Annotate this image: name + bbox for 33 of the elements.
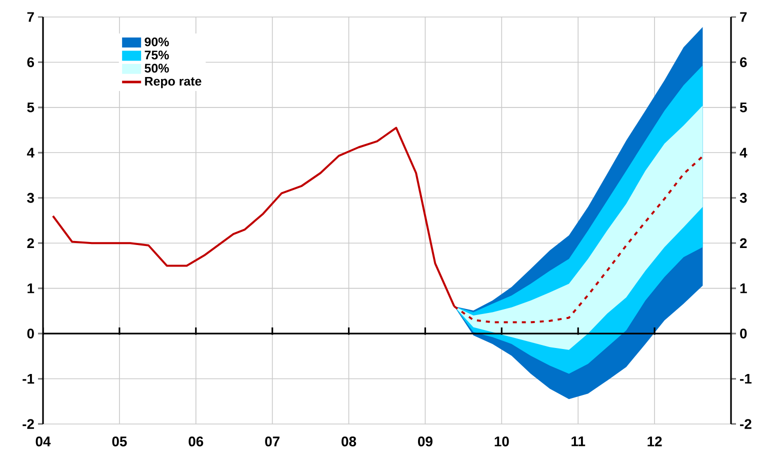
x-tick-label: 12 [648,436,662,446]
y2-tick-label: 0 [27,328,34,338]
x-tick-label: 08 [342,436,356,446]
y2-tick-label: 1 [28,284,34,294]
legend-label: 50% [144,64,169,73]
y2-tick-label: 2 [27,238,34,248]
y2-tick-label: 7 [27,12,34,22]
y2-tick-label: 5 [27,102,34,112]
x-tick-label: 09 [418,436,432,446]
y-tick-label: 1 [740,284,747,294]
legend-label: Repo rate [145,76,202,88]
x-tick-label: 07 [265,436,280,446]
x-tick-label: 04 [36,436,51,446]
y-tick-label: 5 [740,102,747,112]
legend-label: 75% [144,50,169,60]
y-tick-label: 0 [740,328,747,338]
y-tick-label: 4 [740,148,748,158]
y-tick-label: 2 [740,238,747,248]
y-tick-label: -2 [740,419,752,429]
y-tick-label: 6 [740,57,747,68]
x-tick-label: 11 [572,436,586,446]
legend-label: 90% [144,37,169,46]
x-tick-label: 05 [112,436,127,446]
y2-tick-label: -1 [22,374,34,384]
y-tick-label: 3 [740,192,747,203]
y2-tick-label: 3 [27,192,34,203]
y-tick-label: 7 [740,12,747,22]
y2-tick-label: 4 [26,148,34,158]
y-tick-label: -1 [740,374,752,384]
y2-tick-label: 6 [27,57,34,68]
y2-tick-label: -2 [22,419,34,429]
x-tick-label: 10 [494,436,509,446]
x-tick-label: 06 [188,436,204,446]
